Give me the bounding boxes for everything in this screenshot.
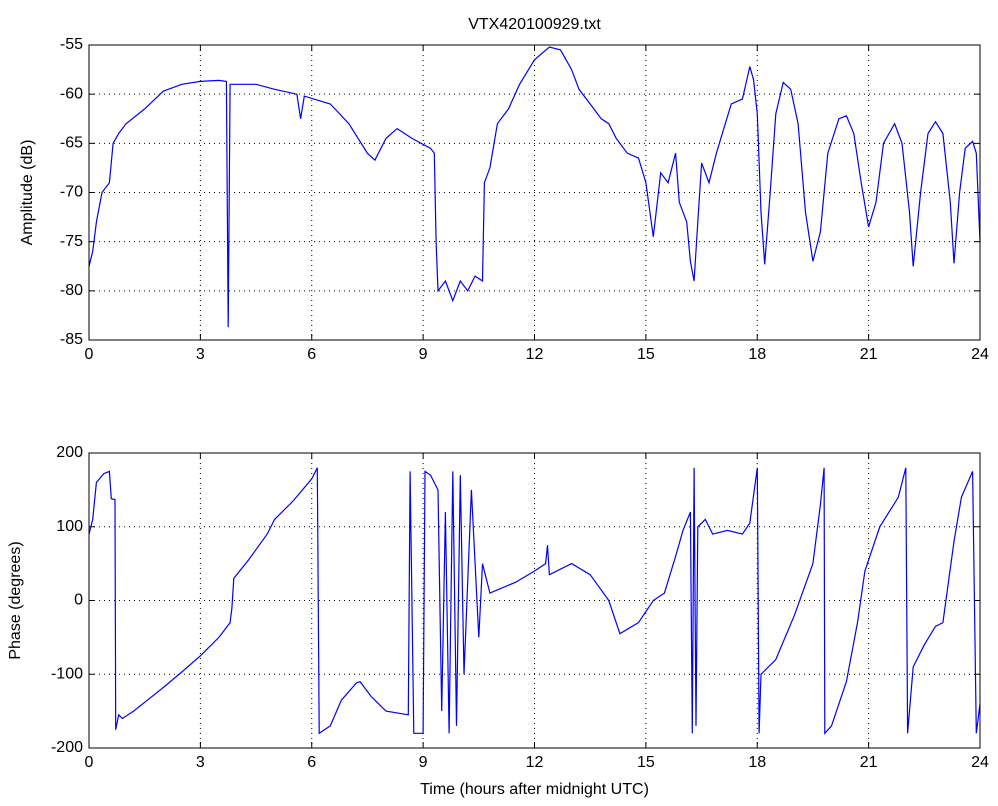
y-axis-label: Phase (degrees) xyxy=(7,541,24,659)
x-tick-label: 21 xyxy=(860,346,878,363)
x-tick-label: 24 xyxy=(971,346,989,363)
x-tick-label: 21 xyxy=(860,754,878,771)
x-tick-label: 12 xyxy=(526,754,544,771)
y-tick-label: 0 xyxy=(74,592,83,609)
y-tick-label: -60 xyxy=(60,85,83,102)
data-line xyxy=(88,467,981,735)
x-tick-label: 12 xyxy=(526,346,544,363)
y-tick-label: -80 xyxy=(60,282,83,299)
y-tick-label: -70 xyxy=(60,184,83,201)
x-tick-label: 3 xyxy=(196,346,205,363)
x-tick-label: 6 xyxy=(307,346,316,363)
x-tick-label: 18 xyxy=(748,754,766,771)
data-line xyxy=(88,46,981,328)
x-tick-label: 9 xyxy=(419,754,428,771)
x-tick-label: 0 xyxy=(85,754,94,771)
x-tick-label: 3 xyxy=(196,754,205,771)
chart-title: VTX420100929.txt xyxy=(468,16,601,33)
x-tick-label: 15 xyxy=(637,346,655,363)
axes-frame xyxy=(88,452,981,749)
x-tick-label: 15 xyxy=(637,754,655,771)
y-tick-label: -85 xyxy=(60,331,83,348)
x-tick-label: 0 xyxy=(85,346,94,363)
y-tick-label: -200 xyxy=(51,739,83,756)
axes-frame xyxy=(88,44,981,341)
x-axis-label: Time (hours after midnight UTC) xyxy=(420,781,649,798)
y-tick-label: 200 xyxy=(56,444,83,461)
y-axis-label: Amplitude (dB) xyxy=(19,140,36,246)
x-tick-label: 24 xyxy=(971,754,989,771)
x-tick-label: 9 xyxy=(419,346,428,363)
y-tick-label: -65 xyxy=(60,135,83,152)
y-tick-label: -55 xyxy=(60,36,83,53)
x-tick-label: 6 xyxy=(307,754,316,771)
y-tick-label: -100 xyxy=(51,665,83,682)
y-tick-label: -75 xyxy=(60,233,83,250)
x-tick-label: 18 xyxy=(748,346,766,363)
y-tick-label: 100 xyxy=(56,518,83,535)
